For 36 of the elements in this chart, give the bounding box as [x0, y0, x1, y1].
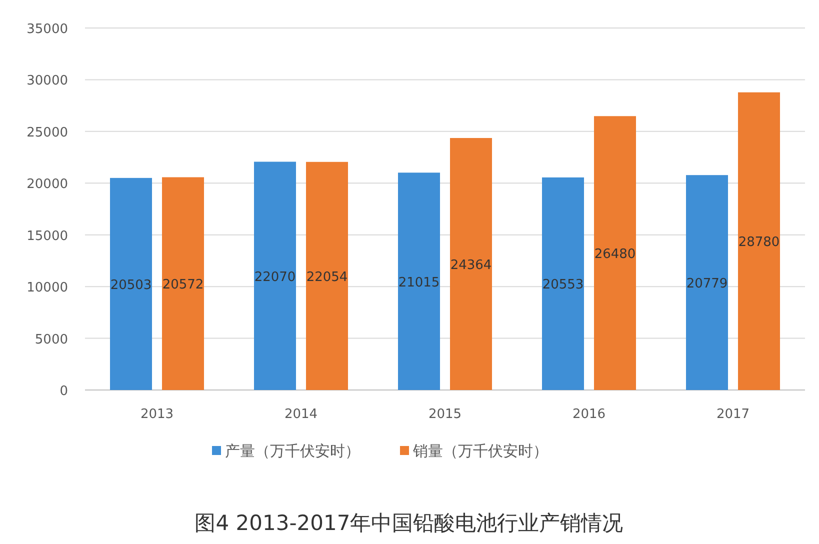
y-tick-label: 20000 — [26, 177, 68, 192]
y-tick-label: 35000 — [26, 22, 68, 37]
x-tick-label: 2014 — [284, 407, 318, 422]
data-label: 20779 — [686, 276, 728, 292]
y-tick-label: 5000 — [34, 332, 68, 348]
data-label: 20503 — [110, 278, 152, 293]
data-label: 24364 — [450, 258, 492, 274]
data-label: 20572 — [162, 278, 204, 293]
data-label: 22070 — [254, 270, 296, 285]
y-tick-label: 25000 — [26, 125, 68, 140]
bar — [686, 175, 728, 390]
y-tick-label: 10000 — [26, 280, 68, 296]
bar — [542, 177, 584, 390]
data-label: 28780 — [738, 235, 780, 250]
data-label: 26480 — [594, 247, 636, 262]
data-label: 20553 — [542, 278, 584, 293]
bar — [254, 162, 296, 390]
bar — [450, 138, 492, 390]
y-tick-label: 30000 — [26, 74, 68, 89]
x-tick-label: 2013 — [140, 407, 174, 422]
bar — [162, 177, 204, 390]
y-tick-label: 15000 — [26, 228, 68, 244]
x-tick-label: 2017 — [716, 407, 750, 422]
legend-label: 产量（万千伏安时） — [225, 442, 360, 460]
bar — [594, 116, 636, 390]
legend-label: 销量（万千伏安时） — [412, 442, 548, 460]
bar — [398, 172, 440, 390]
bar — [738, 92, 780, 390]
x-tick-label: 2015 — [428, 407, 462, 422]
data-label: 21015 — [398, 275, 440, 290]
y-tick-label: 0 — [60, 384, 68, 399]
x-tick-label: 2016 — [572, 407, 606, 422]
bar — [110, 178, 152, 390]
data-label: 22054 — [306, 270, 348, 285]
text: 图4 2013-2017年中国铅酸电池行业产销情况 — [194, 511, 624, 535]
bar — [306, 162, 348, 390]
